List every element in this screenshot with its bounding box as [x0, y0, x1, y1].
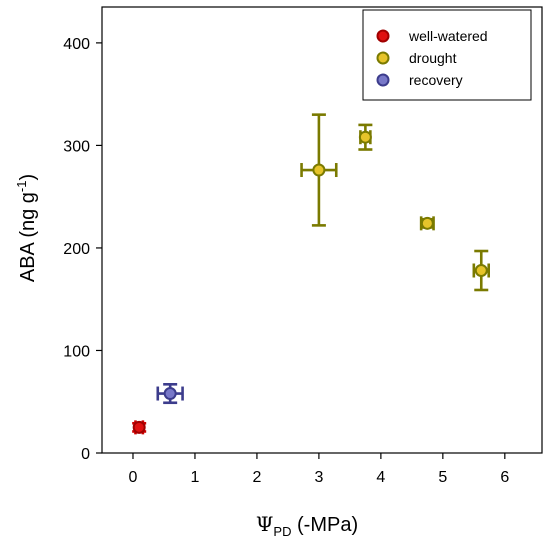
y-axis-main: ABA (ng g: [17, 192, 39, 282]
x-tick-label-2: 2: [252, 469, 261, 486]
legend-marker-drought: [376, 51, 390, 65]
legend-box: [362, 9, 532, 101]
legend-label-drought: drought: [409, 50, 457, 66]
y-axis-title: ABA (ng g-1): [14, 174, 39, 282]
drought-marker-2: [420, 216, 434, 230]
drought-point-2: [419, 216, 435, 231]
drought-point-0: [300, 113, 338, 227]
drought-point-3: [472, 249, 491, 292]
y-axis-ticks: 0 100 200 300 400: [63, 36, 102, 463]
y-tick-label-0: 0: [81, 446, 90, 463]
x-axis-symbol: Ψ: [256, 512, 274, 536]
y-tick-label-300: 300: [63, 138, 90, 155]
x-tick-label-4: 4: [376, 469, 385, 486]
plot-frame: [101, 6, 543, 454]
recovery-marker-0: [163, 387, 177, 401]
x-axis-ticks: 0 1 2 3 4 5 6: [129, 453, 509, 486]
x-axis-subscript: PD: [273, 524, 291, 539]
legend-label-well-watered: well-watered: [408, 28, 488, 44]
x-axis-suffix: (-MPa): [291, 514, 358, 536]
plot-axes: [101, 6, 543, 454]
x-tick-label-3: 3: [314, 469, 323, 486]
drought-marker-0: [312, 163, 326, 177]
legend-label-recovery: recovery: [409, 72, 463, 88]
drought-marker-1: [358, 130, 372, 144]
x-axis-title: ΨPD (-MPa): [256, 512, 358, 539]
x-tick-label-6: 6: [500, 469, 509, 486]
legend: well-watered drought recovery: [362, 9, 532, 101]
x-tick-label-0: 0: [129, 469, 138, 486]
legend-marker-well-watered: [376, 29, 390, 43]
y-axis-superscript: -1: [14, 181, 29, 193]
drought-point-1: [358, 123, 373, 151]
y-tick-label-400: 400: [63, 36, 90, 53]
y-axis-close: ): [17, 174, 39, 181]
x-tick-label-5: 5: [438, 469, 447, 486]
well-watered-marker-0: [132, 420, 146, 434]
y-tick-label-200: 200: [63, 241, 90, 258]
x-tick-label-1: 1: [191, 469, 200, 486]
well-watered-point-0: [132, 420, 147, 435]
data-marks: [132, 113, 491, 435]
drought-marker-3: [474, 263, 488, 277]
recovery-point-0: [156, 383, 184, 405]
y-tick-label-100: 100: [63, 343, 90, 360]
legend-marker-recovery: [376, 73, 390, 87]
